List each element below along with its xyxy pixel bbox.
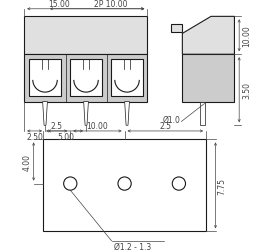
Bar — [182, 55, 234, 102]
Text: 2.5: 2.5 — [51, 121, 63, 131]
Text: Ø1.0: Ø1.0 — [163, 115, 180, 124]
Text: 4.00: 4.00 — [23, 153, 32, 170]
Polygon shape — [182, 17, 234, 55]
Text: 10.00: 10.00 — [242, 25, 251, 47]
Text: 2.50: 2.50 — [26, 132, 43, 141]
Bar — [111, 60, 143, 97]
Circle shape — [64, 177, 77, 191]
Text: 10.00: 10.00 — [87, 121, 108, 131]
Bar — [24, 55, 147, 102]
Polygon shape — [43, 102, 48, 126]
Text: 5.00: 5.00 — [57, 132, 74, 141]
Bar — [24, 17, 147, 55]
Text: 2P 10.00: 2P 10.00 — [94, 0, 127, 9]
Circle shape — [118, 177, 131, 191]
Polygon shape — [84, 102, 88, 126]
Bar — [171, 25, 182, 32]
Text: 2.5: 2.5 — [159, 121, 171, 131]
Bar — [70, 60, 102, 97]
Bar — [43, 140, 206, 231]
Bar — [200, 102, 204, 126]
Text: 7.75: 7.75 — [217, 177, 227, 194]
Polygon shape — [125, 102, 129, 126]
Text: 3.50: 3.50 — [242, 82, 251, 99]
Text: 15.00: 15.00 — [48, 0, 70, 9]
Bar — [29, 60, 61, 97]
Text: Ø1.2 - 1.3: Ø1.2 - 1.3 — [114, 242, 152, 251]
Circle shape — [172, 177, 185, 191]
